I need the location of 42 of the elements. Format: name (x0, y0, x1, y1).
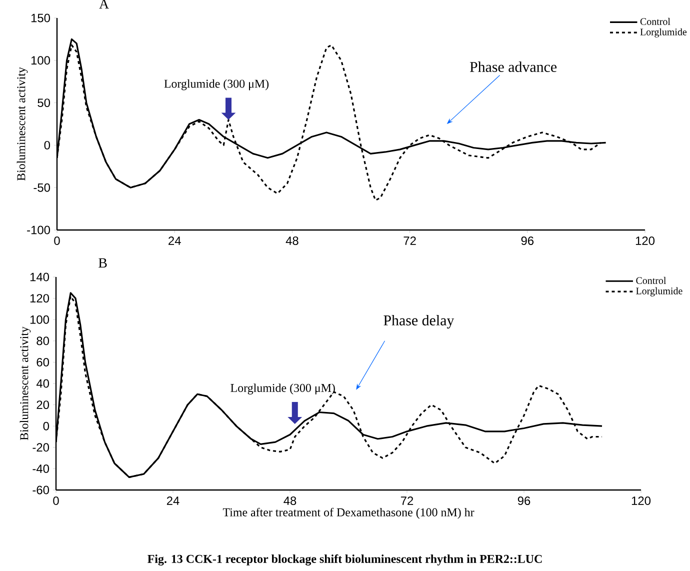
y-tick-label: 80 (36, 336, 50, 346)
x-tick-label: 0 (54, 236, 60, 245)
y-tick-label: 0 (43, 422, 50, 430)
x-tick-label: 48 (286, 236, 298, 245)
y-tick-label: -40 (32, 464, 50, 473)
x-tick-label: 72 (400, 496, 414, 505)
y-axis-title: Bioluminescent activity (16, 67, 28, 181)
y-tick-label: -60 (32, 486, 50, 494)
y-tick-label: 150 (31, 14, 50, 22)
x-axis-title: Time after treatment of Dexamethasone (100 nM) hr (222, 508, 474, 519)
caption: Fig. 13 CCK-1 receptor blockage shift bioluminescent rhythm in PER2::LUC (148, 554, 542, 566)
y-tick-label: -100 (27, 226, 50, 234)
annotation: Lorglumide (300 μM) (230, 384, 335, 394)
legend-label: Control (640, 18, 670, 25)
y-axis-title: Bioluminescent activity (20, 326, 31, 440)
chart-title: B (98, 258, 107, 268)
legend-label: Control (636, 276, 666, 284)
y-tick-label: 100 (30, 315, 50, 324)
x-tick-label: 96 (521, 236, 534, 245)
y-tick-label: 60 (36, 358, 50, 366)
annotation: Phase delay (384, 314, 454, 329)
y-tick-label: 50 (38, 98, 50, 108)
x-tick-label: 24 (168, 236, 181, 245)
x-tick-label: 72 (404, 236, 416, 245)
y-tick-label: -50 (34, 183, 50, 192)
x-tick-label: 96 (518, 496, 530, 505)
y-tick-label: 120 (30, 294, 50, 303)
y-tick-label: 140 (30, 272, 50, 282)
annotation: Phase advance (470, 62, 557, 72)
y-tick-label: 100 (31, 56, 50, 65)
y-tick-label: 20 (36, 400, 50, 410)
x-tick-label: 0 (53, 496, 59, 505)
x-tick-label: 48 (284, 496, 296, 505)
legend-label: Lorglumide (640, 28, 687, 38)
x-tick-label: 24 (166, 496, 180, 505)
x-tick-label: 120 (632, 496, 651, 505)
y-tick-label: 0 (44, 140, 50, 150)
y-tick-label: -20 (32, 443, 50, 452)
legend-label: Lorglumide (636, 287, 682, 296)
x-tick-label: 120 (636, 236, 655, 245)
y-tick-label: 40 (36, 379, 50, 388)
annotation: Lorglumide (300 μM) (164, 79, 269, 90)
